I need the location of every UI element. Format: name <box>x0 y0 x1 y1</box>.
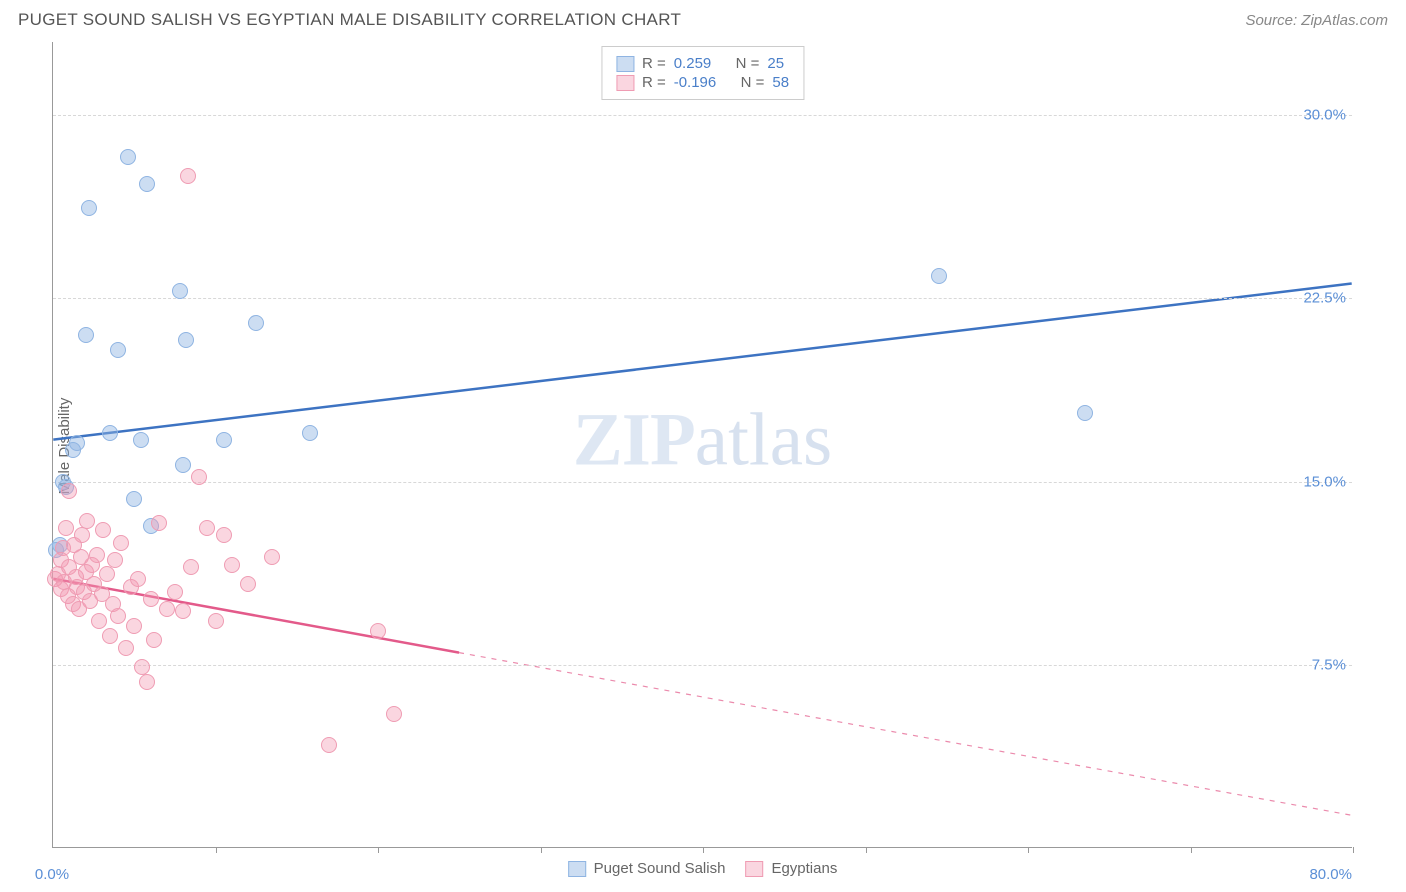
scatter-point <box>110 608 126 624</box>
scatter-point <box>126 618 142 634</box>
y-tick-label: 22.5% <box>54 290 1354 307</box>
x-tick <box>1028 847 1029 853</box>
scatter-point <box>167 584 183 600</box>
scatter-point <box>178 332 194 348</box>
y-tick-label: 7.5% <box>54 656 1354 673</box>
scatter-point <box>81 200 97 216</box>
scatter-point <box>321 737 337 753</box>
scatter-point <box>1077 405 1093 421</box>
scatter-point <box>139 674 155 690</box>
x-tick <box>541 847 542 853</box>
scatter-point <box>175 457 191 473</box>
x-tick <box>1191 847 1192 853</box>
scatter-point <box>302 425 318 441</box>
x-min-label: 0.0% <box>35 866 69 883</box>
scatter-point <box>130 571 146 587</box>
legend-item: Puget Sound Salish <box>568 860 726 877</box>
regression-lines <box>53 42 1352 847</box>
scatter-point <box>208 613 224 629</box>
scatter-point <box>216 432 232 448</box>
legend-label: Egyptians <box>771 860 837 877</box>
legend-item: Egyptians <box>745 860 837 877</box>
scatter-point <box>79 513 95 529</box>
legend-label: Puget Sound Salish <box>594 860 726 877</box>
watermark: ZIPatlas <box>573 397 832 483</box>
x-max-label: 80.0% <box>1309 866 1352 883</box>
legend-stats-row: R = -0.196 N = 58 <box>616 74 789 91</box>
scatter-point <box>134 659 150 675</box>
scatter-point <box>191 469 207 485</box>
scatter-point <box>139 176 155 192</box>
scatter-point <box>113 535 129 551</box>
legend-swatch <box>616 75 634 91</box>
scatter-point <box>74 527 90 543</box>
x-tick <box>216 847 217 853</box>
scatter-point <box>126 491 142 507</box>
y-tick-label: 15.0% <box>54 473 1354 490</box>
scatter-point <box>146 632 162 648</box>
legend-swatch <box>745 861 763 877</box>
scatter-point <box>107 552 123 568</box>
scatter-point <box>159 601 175 617</box>
scatter-point <box>175 603 191 619</box>
scatter-point <box>95 522 111 538</box>
scatter-point <box>199 520 215 536</box>
scatter-point <box>216 527 232 543</box>
legend-swatch <box>616 56 634 72</box>
scatter-point <box>78 327 94 343</box>
scatter-point <box>102 628 118 644</box>
chart-title: PUGET SOUND SALISH VS EGYPTIAN MALE DISA… <box>18 10 681 30</box>
plot-area: ZIPatlas R = 0.259 N = 25 R = -0.196 N =… <box>52 42 1352 848</box>
scatter-point <box>91 613 107 629</box>
scatter-point <box>386 706 402 722</box>
scatter-point <box>248 315 264 331</box>
scatter-point <box>120 149 136 165</box>
legend-series: Puget Sound Salish Egyptians <box>568 860 838 877</box>
scatter-point <box>151 515 167 531</box>
scatter-point <box>931 268 947 284</box>
legend-stats-row: R = 0.259 N = 25 <box>616 55 789 72</box>
scatter-point <box>69 435 85 451</box>
scatter-point <box>133 432 149 448</box>
scatter-point <box>89 547 105 563</box>
scatter-point <box>370 623 386 639</box>
source-label: Source: ZipAtlas.com <box>1245 12 1388 29</box>
x-tick <box>1353 847 1354 853</box>
scatter-point <box>102 425 118 441</box>
x-tick <box>866 847 867 853</box>
scatter-point <box>118 640 134 656</box>
x-tick <box>703 847 704 853</box>
scatter-point <box>110 342 126 358</box>
legend-stats: R = 0.259 N = 25 R = -0.196 N = 58 <box>601 46 804 100</box>
x-tick <box>378 847 379 853</box>
scatter-point <box>99 566 115 582</box>
scatter-point <box>224 557 240 573</box>
scatter-point <box>183 559 199 575</box>
scatter-point <box>143 591 159 607</box>
scatter-point <box>61 483 77 499</box>
scatter-point <box>264 549 280 565</box>
legend-swatch <box>568 861 586 877</box>
scatter-point <box>180 168 196 184</box>
scatter-point <box>58 520 74 536</box>
scatter-point <box>172 283 188 299</box>
scatter-point <box>240 576 256 592</box>
y-tick-label: 30.0% <box>54 107 1354 124</box>
